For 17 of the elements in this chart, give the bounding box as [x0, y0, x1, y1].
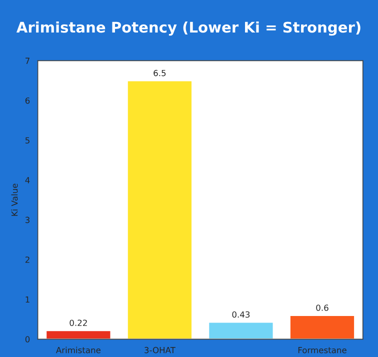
y-tick-label: 4 — [25, 177, 30, 184]
x-tick-label: Arimistane — [56, 346, 100, 354]
data-label: 6.5 — [154, 70, 166, 76]
y-tick-label: 6 — [25, 97, 30, 104]
x-tick-label: Formestane — [298, 347, 346, 354]
y-tick-label: 3 — [25, 216, 30, 224]
chart-title: Arimistane Potency (Lower Ki = Stronger) — [16, 21, 360, 36]
y-axis-title: Ki Value — [11, 184, 18, 216]
y-tick-label: 0 — [25, 336, 30, 342]
y-tick-label: 2 — [25, 256, 30, 263]
y-tick-label: 5 — [26, 137, 30, 144]
data-label: 0.43 — [232, 311, 250, 318]
data-label: 0.6 — [316, 304, 328, 311]
y-tick-label: 1 — [26, 296, 30, 303]
x-tick-label: 3-OHAT — [144, 346, 176, 354]
data-label: 0.22 — [70, 320, 87, 326]
y-tick-label: 7 — [26, 58, 30, 64]
